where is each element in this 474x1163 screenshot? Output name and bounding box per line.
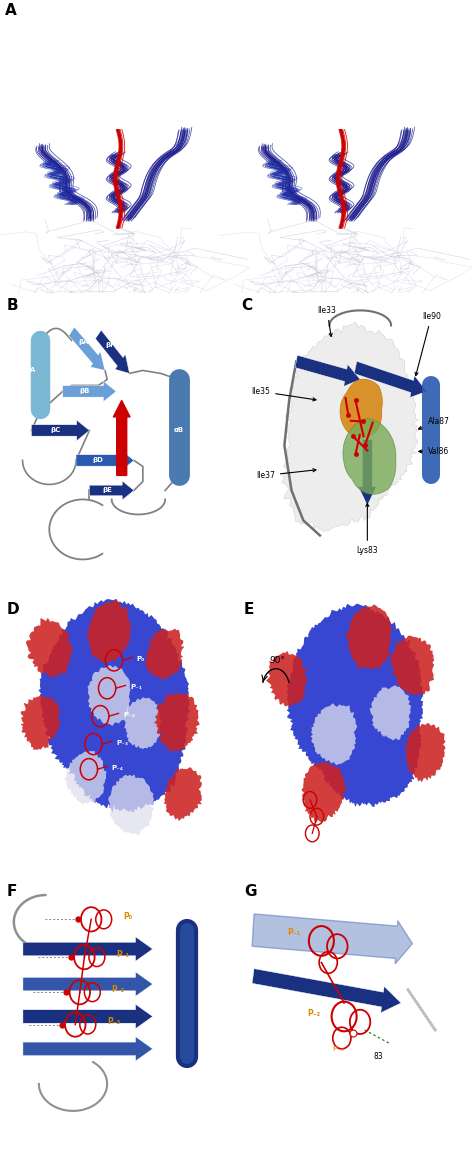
Polygon shape bbox=[154, 692, 200, 752]
FancyArrow shape bbox=[113, 400, 130, 476]
Text: βE: βE bbox=[102, 487, 112, 493]
Text: G: G bbox=[244, 884, 256, 899]
Polygon shape bbox=[345, 605, 393, 670]
Text: P₋₄: P₋₄ bbox=[112, 765, 124, 771]
Text: βF: βF bbox=[106, 342, 116, 348]
Text: Ala87: Ala87 bbox=[419, 416, 449, 429]
Polygon shape bbox=[287, 604, 423, 807]
FancyArrow shape bbox=[23, 1036, 153, 1061]
FancyArrow shape bbox=[354, 362, 427, 398]
Text: F: F bbox=[7, 884, 18, 899]
FancyArrow shape bbox=[23, 937, 153, 961]
Text: P₋₂: P₋₂ bbox=[123, 712, 135, 718]
Text: 90°: 90° bbox=[269, 656, 285, 665]
FancyArrow shape bbox=[90, 481, 134, 500]
Text: P₋₁: P₋₁ bbox=[130, 684, 142, 690]
Text: P₋₁: P₋₁ bbox=[287, 928, 301, 937]
Text: βC: βC bbox=[51, 428, 61, 434]
Polygon shape bbox=[282, 322, 418, 531]
Text: P₀: P₀ bbox=[137, 656, 145, 662]
FancyArrow shape bbox=[95, 330, 129, 373]
Polygon shape bbox=[405, 723, 446, 783]
Polygon shape bbox=[340, 379, 383, 438]
Text: P₀: P₀ bbox=[123, 912, 132, 921]
Polygon shape bbox=[26, 618, 73, 678]
FancyArrow shape bbox=[76, 450, 134, 471]
Text: βA: βA bbox=[79, 338, 89, 345]
Text: Ile33: Ile33 bbox=[318, 306, 337, 336]
Text: αB: αB bbox=[173, 428, 183, 434]
Polygon shape bbox=[64, 751, 107, 805]
Text: βD: βD bbox=[93, 457, 104, 463]
Text: P₋₂: P₋₂ bbox=[308, 1009, 321, 1019]
FancyArrow shape bbox=[252, 969, 401, 1013]
Polygon shape bbox=[301, 762, 347, 823]
FancyArrow shape bbox=[358, 440, 376, 506]
Text: B: B bbox=[7, 299, 18, 313]
FancyArrow shape bbox=[252, 914, 412, 964]
Text: P₋₃: P₋₃ bbox=[116, 740, 128, 745]
Polygon shape bbox=[87, 665, 130, 726]
Text: E: E bbox=[244, 601, 255, 616]
FancyArrow shape bbox=[69, 327, 105, 370]
Text: Ile90: Ile90 bbox=[415, 312, 441, 376]
Polygon shape bbox=[310, 704, 357, 765]
Text: Ile35: Ile35 bbox=[251, 387, 316, 401]
Text: Ile37: Ile37 bbox=[256, 469, 316, 480]
Text: P₋₂: P₋₂ bbox=[112, 985, 125, 994]
FancyArrow shape bbox=[23, 972, 153, 997]
Polygon shape bbox=[164, 768, 202, 821]
Polygon shape bbox=[266, 651, 307, 706]
Polygon shape bbox=[20, 695, 60, 750]
Text: A: A bbox=[5, 3, 17, 17]
Polygon shape bbox=[124, 697, 161, 749]
Polygon shape bbox=[343, 419, 396, 494]
Polygon shape bbox=[390, 636, 434, 695]
Polygon shape bbox=[39, 599, 190, 812]
FancyArrow shape bbox=[23, 1005, 153, 1028]
FancyArrow shape bbox=[31, 420, 90, 441]
Polygon shape bbox=[146, 628, 184, 682]
Polygon shape bbox=[87, 600, 132, 663]
Text: Val86: Val86 bbox=[419, 447, 449, 456]
Text: αA: αA bbox=[25, 368, 36, 373]
Text: P₋₁: P₋₁ bbox=[116, 950, 129, 959]
Polygon shape bbox=[370, 685, 411, 741]
Polygon shape bbox=[109, 775, 155, 835]
Text: P₋₃: P₋₃ bbox=[107, 1018, 120, 1027]
FancyArrow shape bbox=[63, 381, 116, 401]
Text: βB: βB bbox=[80, 388, 90, 394]
Text: 83: 83 bbox=[374, 1053, 383, 1062]
Text: P₋₃: P₋₃ bbox=[333, 1046, 345, 1051]
Text: C: C bbox=[242, 299, 253, 313]
Text: Lys83: Lys83 bbox=[356, 504, 378, 555]
Text: D: D bbox=[7, 601, 19, 616]
FancyArrow shape bbox=[295, 355, 360, 386]
